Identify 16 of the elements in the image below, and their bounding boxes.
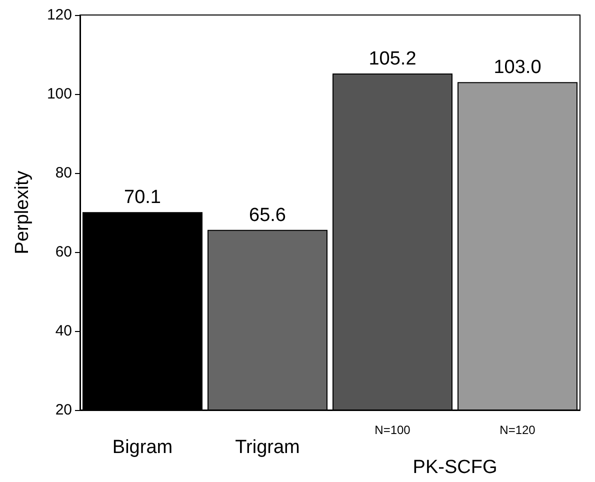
y-tick-label: 120 xyxy=(46,6,72,24)
data-label: 65.6 xyxy=(249,204,286,226)
y-tick-label: 40 xyxy=(55,322,72,340)
data-label: 70.1 xyxy=(124,187,161,208)
x-tick-label: Trigram xyxy=(235,437,300,458)
text: PK-SCFG xyxy=(412,457,498,478)
y-tick-label: 80 xyxy=(55,164,72,182)
x-tick-label: Bigram xyxy=(112,437,173,458)
x-tick-label: N=100 xyxy=(374,423,411,437)
y-tick-label: 20 xyxy=(55,402,72,418)
data-label: 105.2 xyxy=(368,48,416,70)
x-tick-label: N=120 xyxy=(500,423,536,437)
y-axis-title: Perplexity xyxy=(12,170,33,254)
y-tick-label: 60 xyxy=(55,244,72,260)
data-label: 103.0 xyxy=(494,57,542,78)
y-tick-label: 100 xyxy=(46,86,72,102)
